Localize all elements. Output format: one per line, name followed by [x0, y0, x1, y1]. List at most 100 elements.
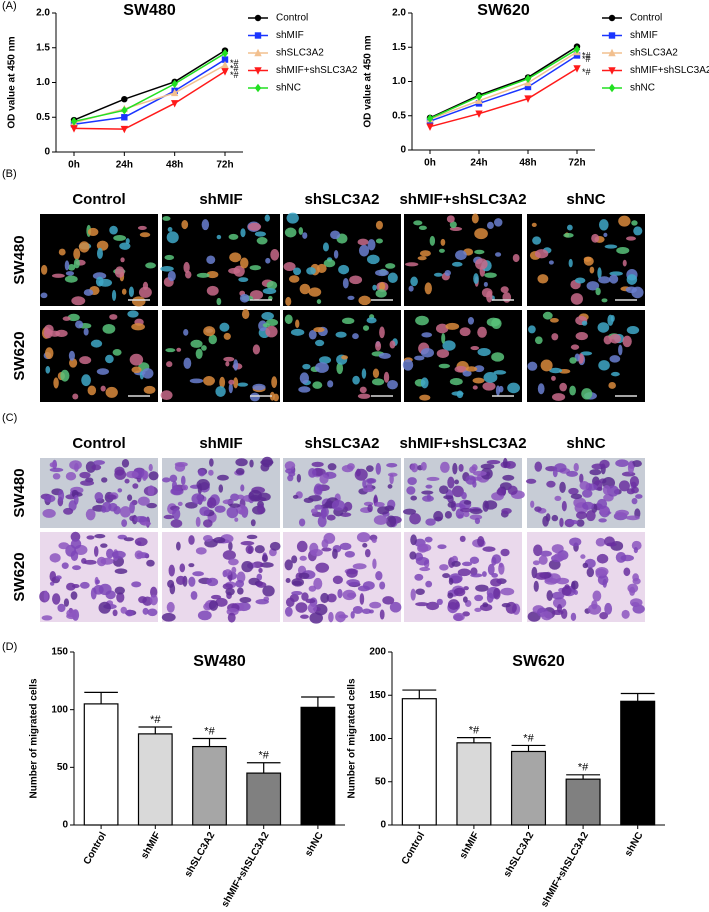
- x-tick-label: 48h: [519, 158, 536, 169]
- cell: [436, 598, 443, 605]
- cell: [249, 265, 262, 271]
- cell: [284, 606, 293, 617]
- cell: [473, 273, 479, 285]
- column-header: shMIF: [199, 191, 242, 208]
- cell: [208, 600, 219, 611]
- cell: [362, 479, 367, 489]
- cell: [85, 461, 96, 473]
- cell: [366, 254, 380, 265]
- cell: [203, 326, 216, 337]
- cell: [387, 379, 398, 390]
- cell: [597, 267, 602, 279]
- cell: [433, 510, 444, 522]
- cell: [352, 375, 360, 385]
- cell: [566, 470, 578, 477]
- column-header: shMIF: [199, 435, 242, 452]
- cell: [97, 247, 103, 260]
- cell: [87, 227, 99, 237]
- marker: [221, 49, 229, 58]
- cell: [379, 282, 386, 291]
- cell: [581, 320, 588, 326]
- legend-label: shMIF: [630, 30, 658, 41]
- cell: [595, 566, 609, 577]
- cell: [57, 603, 66, 613]
- bar: [565, 778, 601, 826]
- cell: [358, 295, 371, 306]
- cell: [45, 347, 54, 360]
- cell: [81, 374, 91, 387]
- cell: [537, 383, 545, 395]
- cell: [208, 334, 217, 345]
- cell: [359, 593, 365, 605]
- cell: [71, 492, 83, 497]
- cell: [70, 538, 82, 549]
- cell: [484, 272, 497, 278]
- cell: [240, 257, 249, 269]
- cell: [389, 601, 402, 613]
- cell: [257, 503, 265, 515]
- cell: [228, 541, 233, 551]
- cell: [635, 494, 643, 499]
- cell: [262, 323, 270, 328]
- cell: [252, 383, 266, 391]
- cell: [219, 376, 226, 388]
- marker: [254, 83, 262, 93]
- cell: [512, 253, 520, 263]
- cell: [367, 504, 373, 513]
- cell: [72, 565, 82, 571]
- bar: [620, 700, 656, 826]
- cell: [566, 519, 579, 525]
- cell: [582, 562, 589, 569]
- cell: [470, 573, 483, 578]
- cell: [452, 612, 465, 622]
- cell: [616, 246, 630, 254]
- cell: [222, 550, 236, 561]
- cell: [631, 460, 642, 468]
- cell: [552, 597, 567, 609]
- significance-label: *#: [523, 732, 534, 744]
- cell: [545, 513, 551, 522]
- cell: [216, 297, 222, 306]
- y-tick-label: 0: [400, 145, 406, 156]
- x-tick-label: Control: [82, 830, 109, 866]
- cell: [332, 575, 343, 585]
- cell: [301, 592, 309, 601]
- cell: [41, 264, 48, 275]
- column-header: shMIF+shSLC3A2: [399, 191, 526, 208]
- cell: [454, 365, 468, 373]
- cell: [214, 505, 226, 513]
- cell: [463, 586, 469, 591]
- cell: [554, 463, 567, 473]
- cell: [525, 478, 537, 484]
- cell: [367, 239, 376, 251]
- marker: [524, 74, 532, 83]
- cell: [228, 383, 233, 394]
- cell: [269, 541, 281, 551]
- cell: [622, 335, 632, 348]
- cell: [313, 577, 323, 590]
- cell: [375, 220, 383, 230]
- cell: [455, 250, 467, 261]
- cell: [189, 378, 204, 384]
- x-tick-label: shMIF+shSLC3A2: [539, 830, 591, 909]
- cell: [298, 227, 304, 235]
- cell: [177, 501, 183, 506]
- chart-title: SW480: [193, 653, 246, 670]
- cell: [482, 500, 489, 512]
- cell: [87, 385, 97, 396]
- cell: [64, 260, 70, 271]
- cell: [470, 346, 480, 351]
- significance-label: *#: [150, 714, 161, 726]
- cell: [318, 356, 332, 364]
- cell: [147, 485, 155, 497]
- cell: [534, 506, 542, 512]
- cell: [148, 471, 159, 481]
- cell: [618, 344, 623, 356]
- cell: [163, 514, 174, 520]
- cell: [337, 588, 343, 599]
- cell: [308, 287, 322, 297]
- cell: [408, 285, 414, 292]
- cell: [549, 367, 563, 374]
- cell: [355, 468, 361, 477]
- cell: [406, 486, 416, 495]
